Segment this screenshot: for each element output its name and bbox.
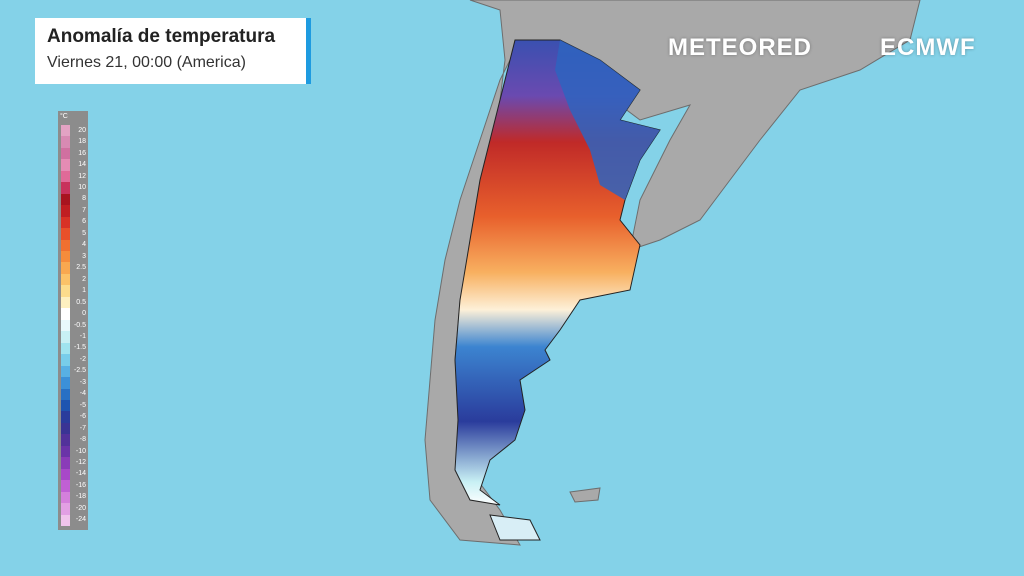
legend-swatch	[61, 182, 70, 194]
title-box: Anomalía de temperatura Viernes 21, 00:0…	[35, 18, 311, 84]
legend-label: -6	[79, 413, 86, 421]
legend-label: -20	[75, 504, 86, 512]
legend-label: -3	[79, 378, 86, 386]
legend-swatch	[61, 273, 70, 286]
legend-swatch	[61, 285, 70, 297]
legend-label: -12	[75, 458, 86, 466]
legend-label: 2.5	[76, 264, 86, 272]
legend-label: -8	[79, 436, 86, 444]
legend-swatch	[61, 514, 70, 526]
legend-label: -0.5	[73, 321, 86, 329]
legend: °C 20 18 16 14 12 10 8 7 6 5 4 3 2.5 2 1 0.5 0 -0.5 -1 -1.5…	[58, 111, 88, 530]
legend-swatch	[61, 422, 70, 435]
legend-swatch	[61, 251, 70, 263]
legend-swatch	[61, 262, 70, 274]
legend-label: -24	[75, 516, 86, 524]
legend-swatch	[61, 319, 70, 332]
legend-label: 0	[82, 310, 86, 318]
legend-swatch	[61, 170, 70, 183]
legend-swatch	[61, 377, 70, 389]
legend-label: -14	[75, 470, 86, 478]
legend-swatch	[61, 125, 70, 137]
legend-label: 16	[78, 149, 86, 157]
legend-swatch	[61, 159, 70, 171]
legend-label: -16	[75, 481, 86, 489]
legend-swatch	[61, 480, 70, 492]
legend-label: 18	[78, 138, 86, 146]
legend-label: 3	[82, 252, 86, 260]
legend-swatch	[61, 228, 70, 240]
title: Anomalía de temperatura	[47, 26, 276, 47]
legend-swatch	[61, 411, 70, 423]
falkland-islands	[569, 487, 601, 503]
legend-label: 1	[82, 287, 86, 295]
legend-label: -5	[79, 401, 86, 409]
legend-swatch	[61, 342, 70, 355]
legend-swatch	[61, 296, 70, 309]
legend-label: 14	[78, 161, 86, 169]
legend-swatch	[61, 331, 70, 343]
tierra-del-fuego	[489, 514, 541, 541]
legend-swatch	[61, 503, 70, 515]
ecmwf-logo: ECMWF	[880, 34, 976, 61]
legend-label: -18	[75, 493, 86, 501]
legend-swatch	[61, 193, 70, 206]
legend-swatch	[61, 399, 70, 412]
legend-label: -7	[79, 424, 86, 432]
meteored-logo: METEORED	[668, 34, 813, 61]
legend-label: 12	[78, 172, 86, 180]
legend-swatch	[61, 147, 70, 160]
legend-label: 8	[82, 195, 86, 203]
legend-swatch	[61, 388, 70, 400]
subtitle: Viernes 21, 00:00 (America)	[47, 54, 246, 71]
legend-label: -1.5	[73, 344, 86, 352]
legend-swatch	[61, 365, 70, 378]
legend-label: -1	[79, 332, 86, 340]
legend-swatch	[61, 445, 70, 458]
legend-label: -2.5	[73, 367, 86, 375]
legend-swatch	[61, 239, 70, 252]
legend-label: 10	[78, 184, 86, 191]
legend-swatch	[61, 216, 70, 229]
legend-label: 4	[82, 241, 86, 249]
legend-label: 20	[78, 126, 86, 134]
legend-swatch	[61, 136, 70, 148]
legend-swatch	[61, 308, 70, 320]
legend-swatch	[61, 457, 70, 469]
legend-label: 7	[82, 206, 86, 214]
legend-label: -2	[79, 355, 86, 363]
legend-swatch	[61, 205, 70, 217]
legend-swatch	[61, 434, 70, 446]
legend-label: -4	[79, 390, 86, 398]
legend-label: 6	[82, 218, 86, 226]
legend-swatch	[61, 354, 70, 366]
legend-label: 5	[82, 229, 86, 237]
legend-label: 0.5	[76, 298, 86, 306]
legend-unit: °C	[60, 113, 68, 120]
cold-northeast	[555, 40, 660, 200]
legend-label: 2	[82, 275, 86, 283]
legend-swatch	[61, 491, 70, 504]
legend-swatch	[61, 468, 70, 481]
legend-label: -10	[75, 447, 86, 455]
